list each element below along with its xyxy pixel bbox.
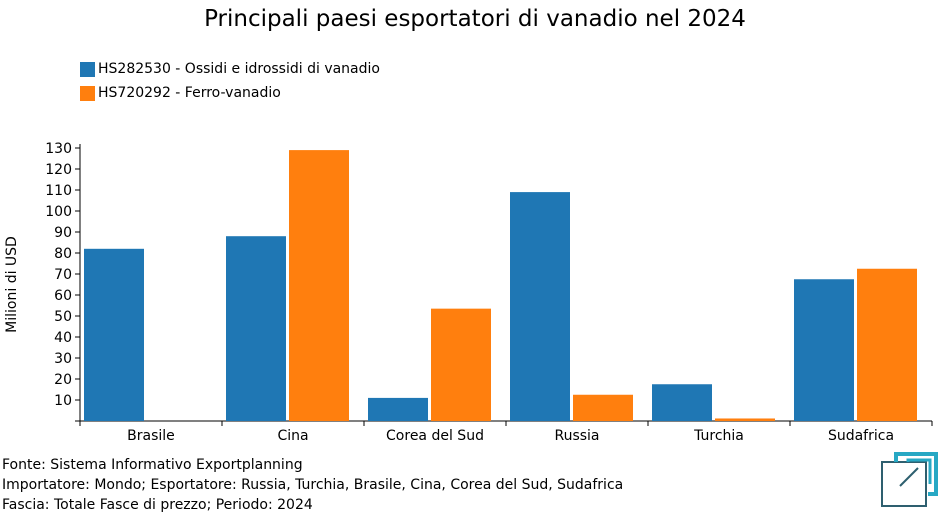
bar-chart: 10 20 30 40 50 60 70 80 90 100 110 120 130 Milioni di… <box>4 141 933 444</box>
logo-frame-accent-inner <box>906 458 932 484</box>
exportplanning-logo <box>881 452 938 507</box>
legend-item-hs282530: HS282530 - Ossidi e idrossidi di vanadio <box>80 59 380 79</box>
x-tick-label: Turchia <box>693 428 744 444</box>
y-tick-label: 120 <box>45 162 72 178</box>
logo-frame-accent <box>894 452 938 496</box>
legend-swatch-hs720292 <box>80 85 95 101</box>
logo-arrow-line <box>899 467 919 487</box>
bar-brasile-series-1 <box>84 248 144 421</box>
y-tick-label: 40 <box>54 330 72 346</box>
footer-source: Fonte: Sistema Informativo Exportplannin… <box>2 457 303 473</box>
y-tick-label: 10 <box>54 393 72 409</box>
bar-sudafrica-series-1 <box>794 279 854 421</box>
bar-cina-series-1 <box>226 236 286 421</box>
x-tick-label: Sudafrica <box>828 428 894 444</box>
bar-corea-del-sud-series-2 <box>431 308 491 421</box>
logo-frame-outer <box>881 461 927 507</box>
footer-range: Fascia: Totale Fasce di prezzo; Periodo:… <box>2 497 313 513</box>
bar-russia-series-2 <box>573 394 633 421</box>
y-tick-label: 90 <box>54 225 72 241</box>
y-tick-label: 100 <box>45 204 72 220</box>
legend-item-hs720292: HS720292 - Ferro-vanadio <box>80 83 380 103</box>
bar-turchia-series-1 <box>652 384 712 421</box>
bar-turchia-series-2 <box>715 418 775 421</box>
footer-importer: Importatore: Mondo; Esportatore: Russia,… <box>2 477 624 493</box>
x-tick-label: Russia <box>554 428 599 444</box>
bar-sudafrica-series-2 <box>857 268 917 421</box>
legend-label-hs720292: HS720292 - Ferro-vanadio <box>98 85 281 101</box>
chart-legend: HS282530 - Ossidi e idrossidi di vanadio… <box>80 59 380 107</box>
y-tick-label: 60 <box>54 288 72 304</box>
bar-cina-series-2 <box>289 150 349 421</box>
bar-corea-del-sud-series-1 <box>368 397 428 421</box>
y-tick-label: 80 <box>54 246 72 262</box>
chart-footer: Fonte: Sistema Informativo Exportplannin… <box>2 455 623 515</box>
x-tick-label: Corea del Sud <box>386 428 484 444</box>
x-tick-label: Cina <box>277 428 308 444</box>
x-tick-label: Brasile <box>127 428 175 444</box>
y-axis-label: Milioni di USD <box>4 236 20 333</box>
bar-russia-series-1 <box>510 192 570 421</box>
legend-swatch-hs282530 <box>80 61 95 77</box>
legend-label-hs282530: HS282530 - Ossidi e idrossidi di vanadio <box>98 61 380 77</box>
chart-title: Principali paesi esportatori di vanadio … <box>204 6 746 32</box>
y-tick-label: 70 <box>54 267 72 283</box>
y-tick-label: 110 <box>45 183 72 199</box>
y-tick-label: 50 <box>54 309 72 325</box>
y-tick-label: 130 <box>45 141 72 157</box>
y-tick-label: 20 <box>54 372 72 388</box>
y-tick-label: 30 <box>54 351 72 367</box>
